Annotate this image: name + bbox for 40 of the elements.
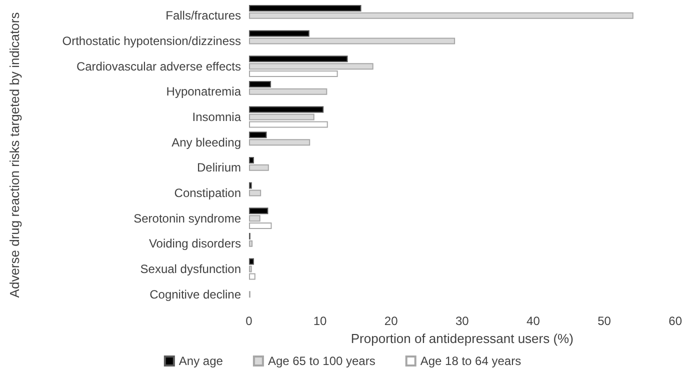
bar xyxy=(249,30,310,37)
y-tick-label: Serotonin syndrome xyxy=(134,211,242,226)
y-tick-label: Orthostatic hypotension/dizziness xyxy=(62,34,241,48)
bar xyxy=(249,56,348,62)
bar xyxy=(249,240,253,247)
y-tick-label: Insomnia xyxy=(192,110,242,124)
y-tick-label: Cognitive decline xyxy=(150,287,242,302)
x-tick-label: 0 xyxy=(246,314,253,328)
legend-label: Age 65 to 100 years xyxy=(268,354,376,368)
bar xyxy=(249,164,269,171)
y-tick-label: Constipation xyxy=(174,186,241,200)
x-tick-label: 60 xyxy=(668,314,682,328)
bar xyxy=(249,132,267,138)
legend-label: Age 18 to 64 years xyxy=(420,354,522,368)
y-tick-label: Sexual dysfunction xyxy=(140,262,241,276)
x-tick-label: 20 xyxy=(384,314,398,328)
bar xyxy=(249,88,328,95)
bar xyxy=(249,12,634,19)
x-tick-label: 40 xyxy=(526,314,540,328)
bar xyxy=(249,38,456,44)
legend-label: Any age xyxy=(178,354,224,368)
bar xyxy=(249,106,324,113)
y-tick-label: Any bleeding xyxy=(172,135,241,150)
y-tick-label: Cardiovascular adverse effects xyxy=(76,59,241,74)
bar xyxy=(249,258,254,265)
x-tick-label: 30 xyxy=(455,314,470,328)
x-tick-label: 10 xyxy=(313,314,328,328)
y-axis-title: Adverse drug reaction risks targeted by indicators xyxy=(7,12,22,298)
x-tick-label: 50 xyxy=(598,314,612,328)
x-axis-title: Proportion of antidepressant users (%) xyxy=(350,330,574,346)
bar xyxy=(249,139,310,146)
y-tick-label: Falls/fractures xyxy=(166,8,241,23)
bar xyxy=(249,4,362,12)
bar xyxy=(249,208,268,214)
bar xyxy=(249,190,262,196)
y-tick-label: Hyponatremia xyxy=(166,84,242,99)
bar xyxy=(249,156,254,164)
bar xyxy=(249,80,272,88)
y-tick-label: Voiding disorders xyxy=(148,236,241,251)
y-tick-label: Delirium xyxy=(196,160,241,175)
